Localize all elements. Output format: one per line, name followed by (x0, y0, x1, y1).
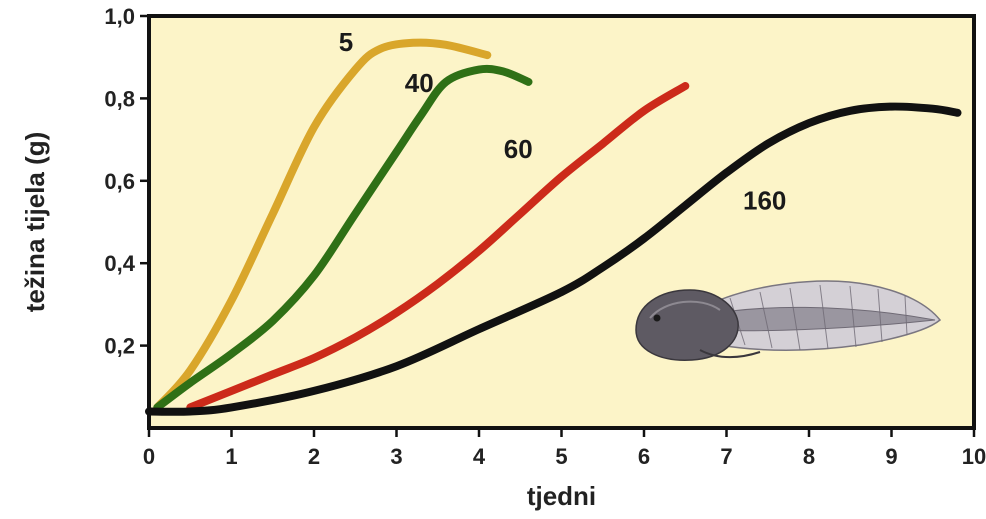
x-tick-label: 6 (638, 444, 650, 469)
series-line-40 (153, 64, 533, 412)
plot-area (149, 16, 974, 428)
y-tick-label: 1,0 (104, 4, 135, 29)
x-tick-label: 4 (473, 444, 486, 469)
y-tick-label: 0,4 (104, 251, 135, 276)
x-tick-label: 3 (390, 444, 402, 469)
series-line-5 (153, 38, 492, 412)
x-tick-label: 2 (308, 444, 320, 469)
series-label-40: 40 (405, 68, 434, 98)
x-tick-label: 9 (885, 444, 897, 469)
x-axis: 0 1 2 3 4 5 6 7 8 9 10 (143, 428, 986, 469)
y-tick-label: 0,8 (104, 86, 135, 111)
x-tick-label: 10 (962, 444, 986, 469)
series-line-160 (145, 102, 962, 416)
x-tick-label: 1 (225, 444, 237, 469)
x-tick-label: 5 (555, 444, 567, 469)
x-axis-title: tjedni (527, 481, 596, 511)
y-axis-title: težina tijela (g) (20, 132, 50, 313)
y-tick-label: 0,2 (104, 334, 135, 359)
x-tick-label: 8 (803, 444, 815, 469)
x-tick-label: 7 (720, 444, 732, 469)
y-axis: 0,2 0,4 0,6 0,8 1,0 (104, 4, 149, 359)
y-tick-label: 0,6 (104, 169, 135, 194)
series-line-60 (186, 82, 690, 412)
series-lines (145, 38, 962, 416)
series-label-5: 5 (339, 27, 353, 57)
series-label-60: 60 (504, 134, 533, 164)
tadpole-icon (635, 280, 942, 361)
series-label-160: 160 (743, 186, 786, 216)
x-tick-label: 0 (143, 444, 155, 469)
series-labels: 5 40 60 160 (339, 27, 787, 216)
